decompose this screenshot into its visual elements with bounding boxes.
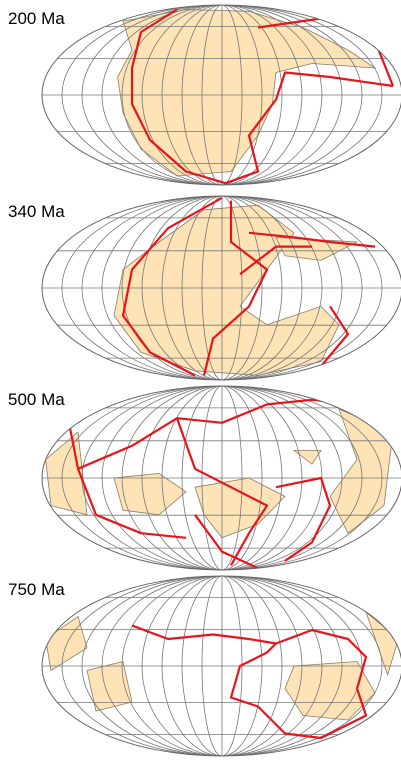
plate-boundary	[202, 200, 269, 376]
map-body	[42, 5, 401, 185]
map-label: 200 Ma	[8, 9, 65, 28]
plate-boundary	[194, 514, 259, 570]
map: 500 Ma	[8, 385, 401, 571]
landmass	[292, 449, 322, 465]
map-label: 750 Ma	[8, 580, 65, 599]
map-body	[42, 386, 401, 570]
map-label: 500 Ma	[8, 390, 65, 409]
map-outline	[41, 195, 401, 381]
map: 340 Ma	[8, 195, 401, 381]
plate-boundary	[175, 417, 269, 566]
map-body	[42, 576, 401, 756]
plate-boundary	[121, 196, 223, 377]
plate-boundary	[131, 624, 368, 740]
plate-boundary	[248, 231, 376, 248]
plate-boundary	[67, 422, 187, 539]
map: 750 Ma	[8, 575, 401, 757]
map-label: 340 Ma	[8, 202, 65, 221]
plate-boundary	[50, 355, 88, 372]
plate-boundary	[275, 476, 332, 562]
plate-boundary	[320, 305, 350, 367]
landmass	[113, 472, 187, 516]
landmass	[284, 661, 376, 721]
plate-boundary	[239, 245, 312, 276]
map-outline	[41, 575, 401, 757]
map-body	[42, 196, 401, 380]
map-outline	[41, 385, 401, 571]
plate-boundary	[130, 8, 394, 185]
map: 200 Ma	[8, 4, 401, 186]
map-outline	[41, 4, 401, 186]
